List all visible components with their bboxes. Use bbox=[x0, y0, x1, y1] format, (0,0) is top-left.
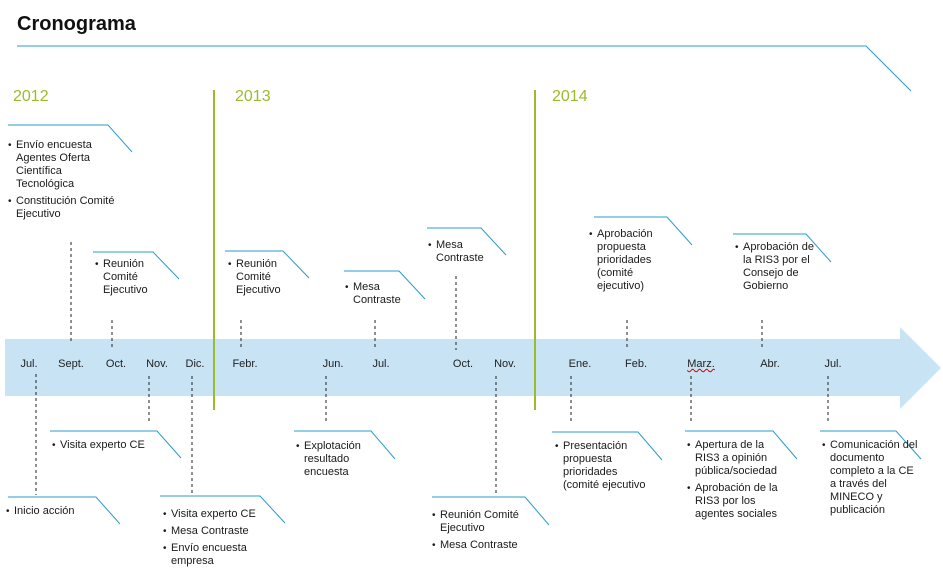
event-item: Mesa Contraste bbox=[432, 539, 532, 552]
callout-flag bbox=[432, 496, 550, 526]
event-item: Mesa Contraste bbox=[428, 239, 498, 265]
event-note-jun-2013: Explotación resultado encuesta bbox=[296, 440, 376, 483]
timeline-arrow bbox=[5, 327, 941, 409]
event-item: Apertura de la RIS3 a opinión pública/so… bbox=[687, 439, 787, 478]
month-label: Nov. bbox=[146, 358, 168, 370]
callout-flag bbox=[733, 233, 832, 263]
event-item: Mesa Contraste bbox=[345, 281, 415, 307]
event-item: Envío encuesta empresa bbox=[163, 542, 273, 568]
month-label: Dic. bbox=[185, 358, 205, 370]
event-item: Aprobación de la RIS3 por los agentes so… bbox=[687, 482, 787, 521]
month-label: Oct. bbox=[452, 358, 474, 370]
month-label: Feb. bbox=[624, 358, 648, 370]
page-title: Cronograma bbox=[17, 13, 136, 35]
event-note-jul-2014: Comunicación del documento completo a la… bbox=[822, 439, 918, 521]
callout-flag bbox=[225, 250, 310, 279]
event-note-ene-2014: Presentación propuesta prioridades (comi… bbox=[555, 440, 655, 496]
month-label: Nov. bbox=[494, 358, 516, 370]
event-note-2012-top: Envío encuesta Agentes Oferta Científica… bbox=[8, 139, 120, 225]
event-note-abr-2014: Aprobación de la RIS3 por el Consejo de … bbox=[735, 241, 815, 297]
callout-flag bbox=[294, 430, 396, 460]
event-note-nov-2012: Visita experto CE bbox=[52, 439, 162, 456]
event-note-feb-2014: Aprobación propuesta prioridades (comité… bbox=[589, 228, 671, 297]
event-item: Visita experto CE bbox=[52, 439, 162, 452]
callout-flag bbox=[685, 430, 798, 460]
month-label: Febr. bbox=[232, 358, 258, 370]
event-item: Mesa Contraste bbox=[163, 525, 273, 538]
month-label: Sept. bbox=[58, 358, 84, 370]
month-label: Jun. bbox=[322, 358, 344, 370]
callout-flag bbox=[93, 251, 180, 280]
event-note-dic-2012: Visita experto CE Mesa Contraste Envío e… bbox=[163, 508, 273, 572]
month-label: Abr. bbox=[760, 358, 780, 370]
event-note-oct-2012: Reunión Comité Ejecutivo bbox=[95, 258, 165, 301]
event-note-nov-2013: Reunión Comité Ejecutivo Mesa Contraste bbox=[432, 509, 532, 556]
title-underline bbox=[17, 45, 912, 92]
callout-flag bbox=[8, 496, 121, 525]
event-note-feb-2013: Reunión Comité Ejecutivo bbox=[228, 258, 298, 301]
event-item: Presentación propuesta prioridades (comi… bbox=[555, 440, 655, 492]
event-item: Explotación resultado encuesta bbox=[296, 440, 376, 479]
callout-flag bbox=[160, 495, 286, 524]
event-item: Reunión Comité Ejecutivo bbox=[95, 258, 165, 297]
year-label-2013: 2013 bbox=[235, 88, 271, 105]
callout-flag bbox=[50, 430, 182, 459]
event-item: Reunión Comité Ejecutivo bbox=[432, 509, 532, 535]
event-item: Constitución Comité Ejecutivo bbox=[8, 195, 120, 221]
month-label: Ene. bbox=[568, 358, 592, 370]
event-item: Aprobación de la RIS3 por el Consejo de … bbox=[735, 241, 815, 293]
event-note-marz-2014: Apertura de la RIS3 a opinión pública/so… bbox=[687, 439, 787, 525]
event-item: Visita experto CE bbox=[163, 508, 273, 521]
month-label: Jul. bbox=[824, 358, 842, 370]
callout-flag bbox=[344, 270, 426, 300]
month-label: Oct. bbox=[105, 358, 127, 370]
event-item: Comunicación del documento completo a la… bbox=[822, 439, 918, 517]
month-label: Jul. bbox=[20, 358, 38, 370]
year-label-2012: 2012 bbox=[13, 88, 49, 105]
event-item: Inicio acción bbox=[6, 505, 106, 518]
callout-flag bbox=[594, 216, 693, 246]
event-item: Aprobación propuesta prioridades (comité… bbox=[589, 228, 671, 293]
month-label: Jul. bbox=[372, 358, 390, 370]
event-item: Envío encuesta Agentes Oferta Científica… bbox=[8, 139, 120, 191]
event-note-oct-2013: Mesa Contraste bbox=[428, 239, 498, 269]
event-note-jul-2012: Inicio acción bbox=[6, 505, 106, 522]
year-label-2014: 2014 bbox=[552, 88, 588, 105]
month-label: Marz. bbox=[687, 358, 715, 370]
callout-flag bbox=[8, 124, 133, 153]
event-note-jul-2013: Mesa Contraste bbox=[345, 281, 415, 311]
event-item: Reunión Comité Ejecutivo bbox=[228, 258, 298, 297]
